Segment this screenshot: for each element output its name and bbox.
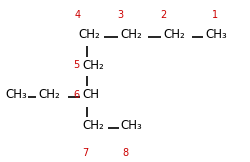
Text: CH₃: CH₃ [120, 119, 142, 132]
Text: CH: CH [82, 88, 99, 101]
Text: 3: 3 [117, 10, 123, 20]
Text: CH₂: CH₂ [82, 59, 104, 72]
Text: CH₂: CH₂ [120, 28, 142, 41]
Text: CH₂: CH₂ [78, 28, 100, 41]
Text: 4: 4 [75, 10, 81, 20]
Text: 2: 2 [160, 10, 166, 20]
Text: CH₃: CH₃ [205, 28, 227, 41]
Text: CH₃: CH₃ [5, 88, 27, 101]
Text: CH₂: CH₂ [82, 119, 104, 132]
Text: CH₂: CH₂ [38, 88, 60, 101]
Text: 6: 6 [73, 90, 79, 100]
Text: CH₂: CH₂ [163, 28, 185, 41]
Text: 8: 8 [122, 148, 128, 158]
Text: 5: 5 [73, 60, 79, 70]
Text: 1: 1 [212, 10, 218, 20]
Text: 7: 7 [82, 148, 88, 158]
